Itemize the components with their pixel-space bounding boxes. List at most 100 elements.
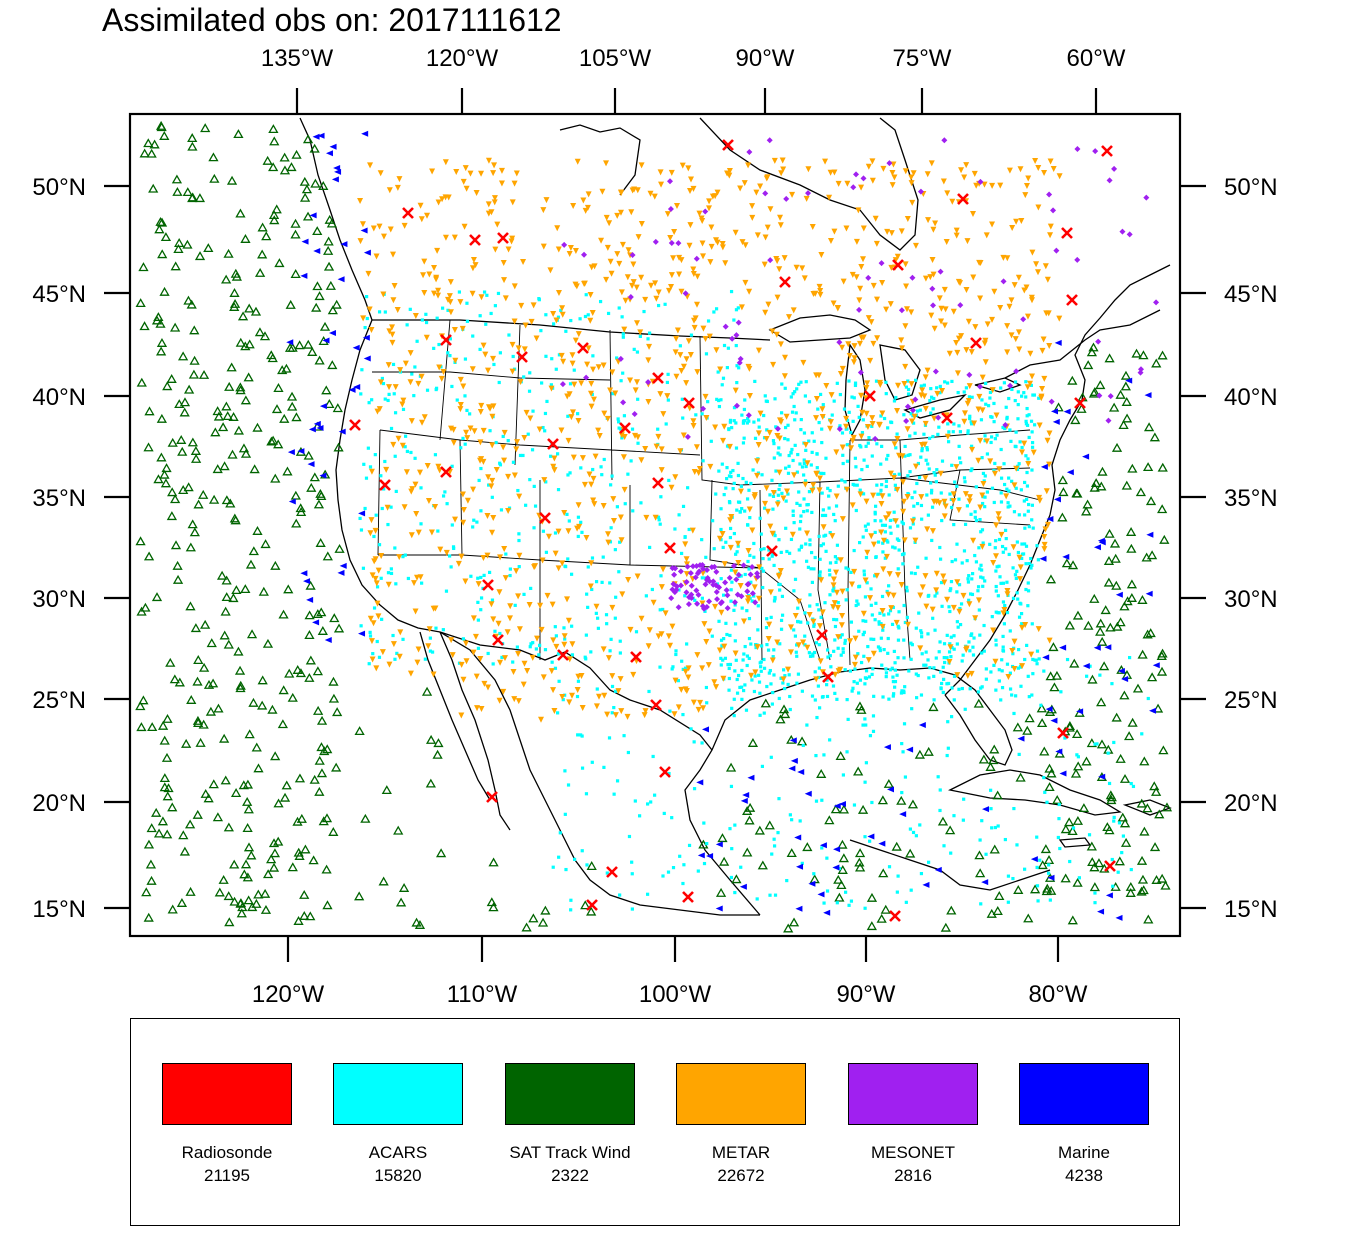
metar-marker: [417, 469, 424, 476]
metar-marker: [677, 352, 684, 359]
metar-marker: [575, 502, 582, 509]
acars-marker: [783, 436, 787, 441]
metar-marker: [678, 288, 685, 295]
metar-marker: [705, 662, 712, 669]
sat-track-wind-marker: [203, 679, 215, 689]
metar-marker: [368, 638, 375, 645]
marine-marker: [1047, 874, 1055, 881]
metar-marker: [472, 633, 479, 640]
acars-marker: [1007, 489, 1011, 493]
acars-marker: [888, 525, 892, 529]
acars-marker: [533, 504, 538, 508]
metar-marker: [902, 323, 909, 330]
metar-marker: [941, 322, 948, 329]
acars-marker: [728, 418, 733, 422]
acars-marker: [598, 299, 603, 304]
acars-marker: [951, 430, 955, 434]
metar-marker: [444, 296, 451, 303]
acars-marker: [670, 667, 674, 671]
metar-marker: [638, 220, 645, 227]
metar-marker: [402, 360, 409, 367]
metar-marker: [599, 188, 606, 195]
metar-marker: [975, 457, 982, 464]
acars-marker: [371, 652, 375, 656]
acars-marker: [901, 522, 905, 526]
metar-marker: [412, 313, 419, 320]
metar-marker: [954, 349, 961, 356]
acars-marker: [906, 474, 910, 478]
sat-track-wind-marker: [1159, 534, 1170, 544]
sat-track-wind-marker: [1105, 622, 1116, 632]
acars-marker: [952, 647, 956, 651]
sat-track-wind-marker: [170, 540, 182, 550]
metar-marker: [877, 381, 884, 388]
metar-marker: [488, 483, 495, 490]
acars-marker: [788, 551, 792, 555]
metar-marker: [843, 486, 850, 493]
sat-track-wind-marker: [1145, 628, 1156, 638]
acars-marker: [924, 663, 928, 667]
sat-track-wind-marker: [219, 461, 230, 471]
acars-marker: [876, 645, 881, 649]
left-lat-label: 25°N: [32, 687, 86, 714]
mesonet-marker: [718, 599, 725, 606]
acars-marker: [722, 493, 726, 497]
map-frame-border: [128, 112, 1182, 938]
acars-marker: [890, 622, 895, 626]
metar-marker: [855, 207, 862, 214]
metar-marker: [607, 258, 614, 265]
metar-marker: [922, 420, 929, 427]
acars-marker: [932, 674, 936, 678]
metar-marker: [460, 676, 467, 683]
sat-track-wind-marker: [1081, 756, 1092, 766]
mesonet-marker: [733, 332, 740, 339]
sat-track-wind-marker: [1161, 802, 1173, 812]
sat-track-wind-marker: [177, 446, 188, 456]
metar-marker: [737, 488, 744, 495]
metar-marker: [490, 403, 497, 410]
acars-marker: [1012, 806, 1016, 811]
acars-marker: [665, 380, 669, 385]
acars-marker: [712, 547, 716, 551]
acars-marker: [1003, 603, 1007, 608]
sat-track-wind-marker: [231, 271, 242, 281]
sat-track-wind-marker: [325, 280, 336, 290]
metar-marker: [929, 528, 936, 535]
metar-marker: [778, 170, 785, 177]
metar-marker: [478, 456, 485, 463]
metar-marker: [554, 225, 561, 232]
metar-marker: [693, 444, 700, 451]
acars-marker: [561, 698, 565, 702]
acars-marker: [966, 429, 970, 433]
acars-marker: [465, 408, 469, 413]
metar-marker: [846, 352, 853, 359]
metar-marker: [555, 528, 562, 535]
acars-marker: [793, 390, 797, 394]
sat-track-wind-marker: [167, 802, 178, 812]
sat-track-wind-marker: [290, 229, 301, 239]
acars-marker: [909, 888, 913, 892]
acars-marker: [849, 430, 853, 435]
metar-marker: [679, 162, 686, 169]
acars-marker: [763, 394, 767, 398]
metar-marker: [1019, 449, 1026, 456]
acars-marker: [968, 649, 972, 653]
metar-marker: [896, 452, 903, 459]
acars-marker: [960, 659, 964, 663]
left-lat-label: 20°N: [32, 790, 86, 817]
acars-marker: [745, 654, 750, 658]
acars-marker: [550, 660, 554, 664]
sat-track-wind-marker: [1090, 478, 1102, 488]
metar-marker: [488, 601, 495, 608]
metar-marker: [386, 384, 393, 391]
metar-marker: [568, 692, 575, 699]
acars-marker: [883, 556, 887, 560]
metar-marker: [909, 518, 916, 525]
metar-marker: [888, 230, 895, 237]
acars-marker: [569, 908, 573, 912]
acars-marker: [754, 645, 758, 650]
acars-marker: [933, 473, 937, 477]
sat-track-wind-marker: [248, 697, 259, 707]
sat-track-wind-marker: [783, 923, 794, 933]
acars-marker: [651, 754, 655, 759]
